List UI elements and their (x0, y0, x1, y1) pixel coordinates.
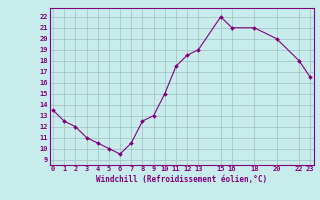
X-axis label: Windchill (Refroidissement éolien,°C): Windchill (Refroidissement éolien,°C) (96, 175, 267, 184)
